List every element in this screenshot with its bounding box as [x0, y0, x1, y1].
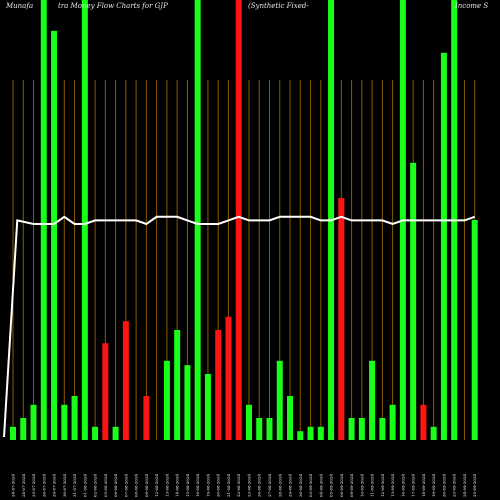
x-tick-label: 10-09-2024: [359, 473, 364, 497]
bar-23: [245, 404, 252, 440]
bar-24: [256, 418, 263, 440]
x-tick-label: 24-09-2024: [462, 473, 467, 497]
x-tick-label: 15-08-2024: [185, 473, 190, 497]
bar-9: [102, 343, 109, 440]
x-tick-label: 04-09-2024: [318, 473, 323, 497]
bar-41: [430, 426, 437, 440]
x-tick-label: 05-08-2024: [103, 473, 108, 497]
x-tick-label: 30-07-2024: [62, 473, 67, 497]
title-part-3: (Synthetic Fixed-: [248, 2, 309, 10]
bar-20: [215, 330, 222, 440]
x-tick-label: 22-08-2024: [236, 473, 241, 497]
x-tick-label: 08-08-2024: [134, 473, 139, 497]
bar-40: [420, 404, 427, 440]
bar-16: [174, 330, 181, 440]
x-tick-label: 19-08-2024: [205, 473, 210, 497]
x-tick-label: 29-07-2024: [52, 473, 57, 497]
x-tick-label: 30-08-2024: [298, 473, 303, 497]
x-tick-label: 23-08-2024: [246, 473, 251, 497]
x-tick-labels: 24-07-2024 24-07-2024 25-07-2024 26-07-2024…: [11, 473, 478, 497]
x-tick-label: 17-09-2024: [411, 473, 416, 497]
x-tick-label: 26-08-2024: [257, 473, 262, 497]
x-tick-label: 24-07-2024: [21, 473, 26, 497]
bar-1: [20, 418, 27, 440]
x-tick-label: 23-09-2024: [452, 473, 457, 497]
bar-45: [471, 220, 478, 440]
bar-17: [184, 365, 191, 440]
bar-21: [225, 316, 232, 440]
x-tick-label: 06-09-2024: [339, 473, 344, 497]
bar-25: [266, 418, 273, 440]
x-tick-label: 21-08-2024: [226, 473, 231, 497]
x-tick-label: 02-08-2024: [93, 473, 98, 497]
bar-37: [389, 404, 396, 440]
bar-39: [410, 162, 417, 441]
bar-19: [204, 374, 211, 440]
x-tick-label: 26-07-2024: [41, 473, 46, 497]
title-part-2: tra Money Flow Charts for GJP: [58, 2, 168, 10]
bar-15: [163, 360, 170, 440]
x-tick-label: 27-08-2024: [267, 473, 272, 497]
x-tick-label: 13-08-2024: [164, 473, 169, 497]
x-tick-label: 25-09-2024: [472, 473, 477, 497]
x-tick-label: 01-08-2024: [82, 473, 87, 497]
x-tick-label: 25-07-2024: [31, 473, 36, 497]
money-flow-line: [3, 215, 476, 438]
x-tick-label: 09-09-2024: [349, 473, 354, 497]
x-tick-label: 03-09-2024: [308, 473, 313, 497]
bar-4: [51, 30, 58, 441]
bar-26: [276, 360, 283, 440]
bar-28: [297, 431, 304, 440]
x-tick-label: 11-09-2024: [370, 473, 375, 497]
bar-0: [10, 426, 16, 440]
x-tick-label: 09-08-2024: [144, 473, 149, 497]
bar-11: [122, 321, 129, 440]
bar-32: [338, 198, 345, 440]
title-part-1: Munafa: [5, 2, 33, 10]
x-tick-label: 12-08-2024: [154, 473, 159, 497]
x-tick-label: 19-09-2024: [431, 473, 436, 497]
x-tick-label: 12-09-2024: [380, 473, 385, 497]
bar-18: [194, 0, 201, 440]
bar-7: [81, 0, 88, 440]
bar-10: [112, 426, 119, 440]
x-tick-label: 18-09-2024: [421, 473, 426, 497]
bar-22: [235, 0, 242, 440]
x-tick-label: 13-09-2024: [390, 473, 395, 497]
bar-33: [348, 418, 355, 440]
bar-2: [30, 404, 37, 440]
bar-36: [379, 418, 386, 440]
bar-3: [40, 0, 47, 440]
bar-30: [317, 426, 324, 440]
x-tick-label: 07-08-2024: [123, 473, 128, 497]
x-tick-label: 06-08-2024: [113, 473, 118, 497]
x-tick-label: 20-09-2024: [441, 473, 446, 497]
chart-title: Munafa tra Money Flow Charts for GJP (Sy…: [5, 2, 488, 10]
bar-35: [369, 360, 376, 440]
x-tick-label: 28-08-2024: [277, 473, 282, 497]
bar-6: [71, 396, 78, 440]
x-tick-label: 14-08-2024: [175, 473, 180, 497]
x-tick-label: 24-07-2024: [11, 473, 16, 497]
x-tick-label: 16-08-2024: [195, 473, 200, 497]
title-part-4: Income S: [454, 2, 488, 10]
x-tick-label: 20-08-2024: [216, 473, 221, 497]
x-tick-label: 29-08-2024: [288, 473, 293, 497]
bar-27: [287, 396, 294, 440]
x-tick-label: 16-09-2024: [400, 473, 405, 497]
bar-34: [358, 418, 365, 440]
x-tick-label: 05-09-2024: [329, 473, 334, 497]
bar-5: [61, 404, 68, 440]
bar-8: [92, 426, 99, 440]
bar-29: [307, 426, 314, 440]
bar-42: [440, 52, 447, 441]
x-tick-label: 31-07-2024: [72, 473, 77, 497]
bar-13: [143, 396, 150, 440]
